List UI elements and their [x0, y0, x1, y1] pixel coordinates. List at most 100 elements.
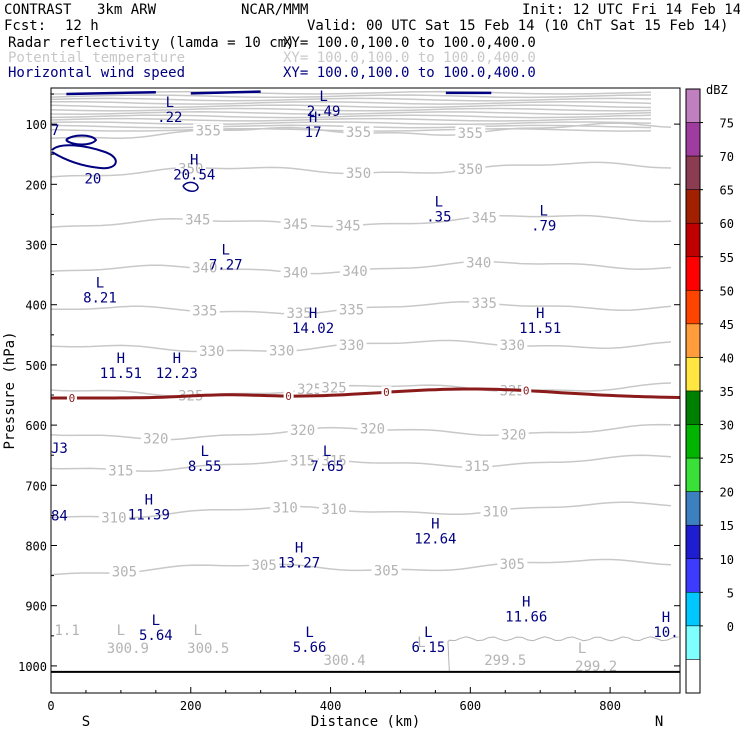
wind-extremum-value: 10.: [653, 625, 678, 641]
wind-extremum-value: 17: [305, 125, 322, 141]
x-tick-label: 800: [599, 699, 621, 713]
theta-contour-upper: [50, 117, 652, 122]
y-tick-label: 100: [25, 118, 47, 132]
colorbar-label: 15: [720, 519, 734, 533]
colorbar-label: 30: [720, 419, 734, 433]
wind-extremum-marker: H: [309, 306, 317, 322]
header-init: Init: 12 UTC Fri 14 Feb 14: [522, 2, 740, 18]
theta-contour-310: [50, 501, 672, 519]
wind-extremum-value: .79: [531, 218, 556, 234]
theta-label: 355: [196, 124, 221, 140]
wind-extremum-value: 8.21: [83, 291, 117, 307]
field-reflectivity-name: Radar reflectivity (lamda = 10 cm): [8, 35, 295, 51]
y-tick-label: 200: [25, 178, 47, 192]
field-wind-name: Horizontal wind speed: [8, 65, 186, 81]
colorbar-swatch: [685, 222, 701, 258]
theta-label-bg: [287, 453, 318, 469]
theta-label: 315: [465, 459, 490, 475]
wind-extremum-marker: H: [522, 595, 530, 611]
header-fcst-value: 12 h: [65, 18, 99, 34]
theta-label: 345: [335, 219, 360, 235]
wind-extremum-value: 11.39: [128, 507, 170, 523]
field-theta-xy: XY= 100.0,100.0 to 100.0,400.0: [283, 50, 536, 66]
colorbar-label: 60: [720, 217, 734, 231]
wind-extremum-marker: L: [323, 444, 331, 460]
wind-extremum-marker: L: [222, 243, 230, 259]
theta-label: 305: [374, 563, 399, 579]
theta-contour-325: [50, 382, 672, 397]
colorbar-label: 55: [720, 251, 734, 265]
theta-label: 305: [500, 557, 525, 573]
theta-label-bg: [463, 255, 494, 271]
colorbar-swatch: [685, 155, 701, 190]
theta-label: 330: [269, 343, 294, 359]
colorbar-swatch: [685, 491, 701, 526]
theta-label-bg: [249, 557, 280, 573]
wind-extremum-marker: L: [319, 89, 327, 105]
theta-label: 345: [283, 217, 308, 233]
theta-low-label: 299.5: [484, 653, 526, 669]
colorbar-label: 20: [720, 486, 734, 500]
theta-label-bg: [336, 302, 367, 318]
theta-label-bg: [280, 265, 311, 281]
theta-label-bg: [469, 296, 500, 312]
theta-label: 315: [290, 453, 315, 469]
colorbar-swatch: [685, 592, 701, 627]
theta-label-bg: [175, 161, 206, 177]
colorbar-swatch: [685, 625, 701, 660]
x-end-label-north: N: [655, 714, 663, 730]
wind-extremum-marker: H: [117, 351, 125, 367]
colorbar-label: 35: [720, 385, 734, 399]
wind-extremum-marker: H: [431, 516, 439, 532]
wind-extremum-value: 8.55: [188, 459, 222, 475]
theta-label: 305: [252, 558, 277, 574]
theta-label-bg: [189, 303, 220, 319]
wind-extremum-value: 12.23: [156, 366, 198, 382]
theta-label: 320: [501, 427, 526, 443]
theta-label-bg: [357, 421, 388, 437]
wind-extremum-marker: L: [166, 95, 174, 111]
y-tick-label: 300: [25, 239, 47, 253]
theta-label-bg: [284, 305, 315, 321]
theta-label: 310: [321, 502, 346, 518]
theta-label-bg: [280, 217, 311, 233]
colorbar-swatch: [685, 88, 701, 123]
colorbar-label: 0: [727, 620, 734, 634]
wind-extremum-value: 5.66: [293, 640, 327, 656]
theta-label: 310: [272, 501, 297, 517]
colorbar-label: 70: [720, 150, 734, 164]
header-org: NCAR/MMM: [241, 2, 309, 18]
wind-extremum-value: .35: [426, 209, 451, 225]
colorbar-label: 75: [720, 117, 734, 131]
wind-extremum-marker: H: [145, 492, 153, 508]
wind-edge-label: J3: [51, 441, 68, 457]
y-tick-label: 900: [25, 600, 47, 614]
wind-contour-top: [66, 90, 492, 96]
theta-label-bg: [294, 382, 325, 398]
wind-extremum-marker: L: [305, 625, 313, 641]
y-tick-label: 700: [25, 479, 47, 493]
colorbar-label: 25: [720, 452, 734, 466]
wind-edge-label: 7: [51, 123, 59, 139]
wind-extremum-value: 11.51: [100, 366, 142, 382]
colorbar-swatch: [685, 558, 701, 593]
theta-contour-upper: [50, 111, 652, 115]
wind-extremum-marker: H: [173, 351, 181, 367]
theta-contour-upper: [50, 121, 652, 126]
freezing-label-bg: [381, 386, 392, 398]
theta-low-label: 300.9: [107, 641, 149, 657]
wind-extremum-marker: L: [424, 625, 432, 641]
x-tick-label: 200: [180, 699, 202, 713]
theta-contour-upper: [50, 97, 652, 102]
y-tick-label: 400: [25, 299, 47, 313]
theta-label: 340: [342, 264, 367, 280]
colorbar-swatch: [685, 290, 701, 325]
theta-label: 335: [286, 306, 311, 322]
theta-label-bg: [270, 500, 301, 516]
wind-extremum-marker: H: [536, 306, 544, 322]
theta-contour-upper: [50, 104, 652, 109]
theta-label-bg: [319, 502, 350, 518]
theta-label: 310: [483, 504, 508, 520]
theta-label: 355: [346, 125, 371, 141]
theta-label: 335: [339, 303, 364, 319]
